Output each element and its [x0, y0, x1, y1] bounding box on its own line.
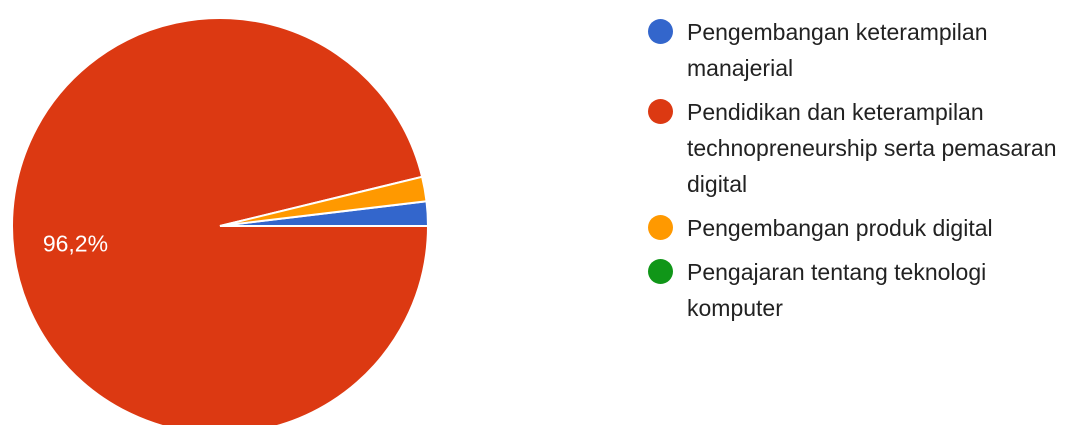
pie-chart: 96,2%: [11, 17, 430, 425]
legend-item: Pendidikan dan keterampilan technopreneu…: [648, 94, 1068, 202]
legend-item: Pengajaran tentang teknologi komputer: [648, 254, 1068, 326]
legend-item: Pengembangan keterampilan manajerial: [648, 14, 1068, 86]
slice-value-label: 96,2%: [43, 230, 108, 256]
legend-swatch: [648, 19, 673, 44]
pie-slice-pendidikan-dan-keterampilan-technopreneurship-serta-pemasaran-digital: [11, 17, 430, 425]
legend-swatch: [648, 259, 673, 284]
legend-label: Pengembangan produk digital: [687, 215, 993, 241]
legend-label: Pendidikan dan keterampilan technopreneu…: [687, 99, 1057, 197]
pie-slice-pengembangan-produk-digital: [219, 175, 428, 227]
legend-swatch: [648, 99, 673, 124]
legend-swatch: [648, 215, 673, 240]
legend: Pengembangan keterampilan manajerial Pend…: [648, 14, 1068, 334]
legend-label: Pengajaran tentang teknologi komputer: [687, 259, 987, 321]
legend-item: Pengembangan produk digital: [648, 210, 1068, 246]
legend-label: Pengembangan keterampilan manajerial: [687, 19, 988, 81]
